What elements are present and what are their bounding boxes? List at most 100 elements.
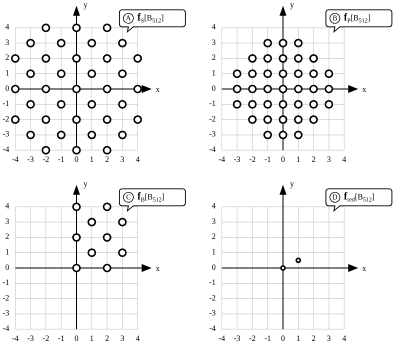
point bbox=[41, 145, 51, 155]
y-tick-label: -3 bbox=[3, 309, 10, 318]
x-tick-label: 3 bbox=[327, 155, 331, 164]
point bbox=[118, 100, 127, 109]
x-tick-label: 2 bbox=[312, 155, 316, 164]
point bbox=[309, 115, 318, 124]
x-tick-label: 1 bbox=[296, 334, 300, 343]
point bbox=[118, 130, 127, 140]
y-tick-label: -1 bbox=[209, 278, 216, 287]
point bbox=[87, 130, 97, 140]
title-symbol: f bbox=[137, 192, 141, 203]
x-tick-label: -1 bbox=[58, 334, 65, 343]
point bbox=[102, 202, 112, 212]
x-arrow bbox=[348, 85, 359, 93]
y-tick-label: 1 bbox=[5, 69, 9, 78]
x-tick-label: 3 bbox=[327, 334, 331, 343]
x-tick-label: 4 bbox=[136, 155, 140, 164]
point bbox=[248, 54, 257, 63]
point bbox=[232, 100, 242, 109]
title-set-end: ] bbox=[368, 13, 371, 22]
y-tick-label: -3 bbox=[209, 130, 216, 139]
x-tick-label: -1 bbox=[264, 334, 271, 343]
y-tick-label: -4 bbox=[209, 145, 216, 154]
panel-label: D bbox=[332, 193, 337, 201]
panel-title: fS[B512] bbox=[137, 13, 164, 25]
panel-label: B bbox=[333, 14, 338, 22]
title-symbol: f bbox=[137, 13, 141, 24]
point bbox=[278, 54, 288, 63]
point bbox=[263, 69, 273, 78]
title-symbol-sub: red bbox=[347, 198, 355, 204]
x-tick-label: -4 bbox=[12, 334, 19, 343]
point bbox=[278, 69, 288, 78]
point bbox=[133, 54, 142, 63]
x-tick-label: 3 bbox=[120, 155, 124, 164]
point bbox=[102, 84, 112, 94]
point bbox=[293, 84, 303, 94]
point bbox=[72, 233, 81, 242]
callout bbox=[325, 9, 393, 33]
x-tick-label: 2 bbox=[312, 334, 316, 343]
y-tick-label: 3 bbox=[212, 217, 216, 226]
y-tick-label: -4 bbox=[3, 145, 10, 154]
point bbox=[309, 54, 318, 63]
x-tick-label: 1 bbox=[296, 155, 300, 164]
y-tick-label: 0 bbox=[212, 263, 216, 272]
point bbox=[26, 100, 35, 109]
point bbox=[248, 84, 257, 94]
x-tick-label: 1 bbox=[90, 334, 94, 343]
point bbox=[102, 23, 112, 33]
point bbox=[293, 115, 303, 124]
x-tick-label: 4 bbox=[342, 155, 346, 164]
point bbox=[72, 263, 81, 273]
point bbox=[133, 84, 142, 94]
y-tick-label: 3 bbox=[5, 38, 9, 47]
x-tick-label: -2 bbox=[249, 155, 256, 164]
y-tick-label: 2 bbox=[5, 53, 9, 62]
point bbox=[56, 69, 66, 78]
callout bbox=[325, 188, 393, 212]
y-arrow bbox=[73, 184, 80, 195]
title-set: [B bbox=[355, 192, 363, 201]
point bbox=[87, 217, 97, 227]
x-tick-label: 0 bbox=[281, 334, 285, 343]
point bbox=[293, 54, 303, 63]
y-tick-label: 3 bbox=[5, 217, 9, 226]
point bbox=[41, 54, 51, 63]
y-tick-label: 4 bbox=[212, 202, 216, 211]
point bbox=[118, 217, 127, 227]
point bbox=[293, 130, 303, 140]
y-arrow bbox=[73, 5, 80, 16]
y-tick-label: 0 bbox=[5, 84, 9, 93]
y-tick-label: 1 bbox=[5, 248, 9, 257]
x-tick-label: -4 bbox=[12, 155, 19, 164]
y-tick-label: 0 bbox=[5, 263, 9, 272]
x-tick-label: -3 bbox=[27, 155, 34, 164]
label-circle bbox=[123, 191, 134, 203]
point bbox=[232, 69, 242, 78]
x-axis-label: x bbox=[362, 85, 366, 94]
title-set-sub: 512 bbox=[152, 19, 161, 25]
title-set: [B bbox=[145, 192, 153, 201]
x-tick-label: -3 bbox=[234, 155, 241, 164]
callout bbox=[118, 188, 186, 212]
point bbox=[263, 115, 273, 124]
y-axis-label: y bbox=[290, 180, 294, 189]
x-axis-label: x bbox=[362, 264, 366, 273]
y-tick-label: -1 bbox=[3, 278, 10, 287]
title-symbol-sub: B bbox=[141, 198, 145, 204]
point bbox=[26, 69, 35, 78]
x-tick-label: -3 bbox=[234, 334, 241, 343]
title-set: [B bbox=[351, 13, 359, 22]
point bbox=[293, 100, 303, 109]
x-tick-label: 2 bbox=[105, 334, 109, 343]
point bbox=[72, 54, 81, 63]
y-arrow bbox=[279, 5, 287, 16]
point bbox=[102, 115, 112, 124]
point bbox=[102, 233, 112, 242]
x-tick-label: 0 bbox=[281, 155, 285, 164]
point bbox=[87, 69, 97, 78]
panel: -4 -3 -2 -1 0 1 2 3 4 -4 -3 -2 -1 0 1 2 3 4 y x C fB[B512] bbox=[3, 180, 186, 343]
panel-title: fred[B512] bbox=[344, 192, 375, 204]
y-tick-label: 2 bbox=[5, 232, 9, 241]
